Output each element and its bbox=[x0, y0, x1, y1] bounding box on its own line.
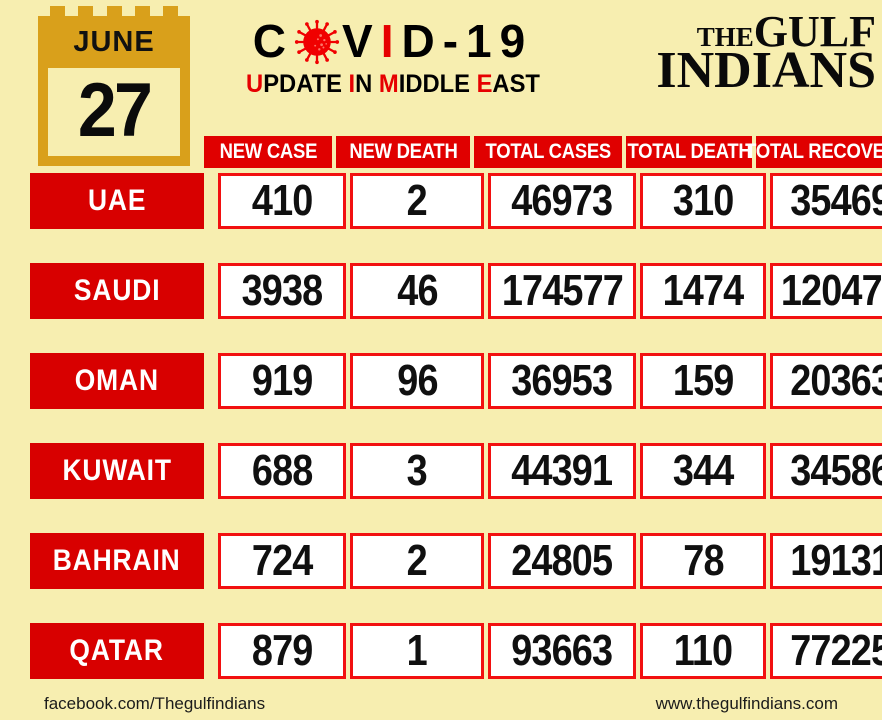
row-country-label: OMAN bbox=[30, 353, 204, 409]
country-name: KUWAIT bbox=[62, 454, 172, 487]
calendar-month: JUNE bbox=[73, 26, 155, 58]
cell-total-cases: 93663 bbox=[488, 623, 636, 679]
row-spacer bbox=[0, 499, 882, 533]
column-header-label: TOTAL RECOVERY bbox=[744, 140, 882, 163]
cell-total-recovery: 77225 bbox=[770, 623, 882, 679]
header: JUNE 27 C VID-19 UPDATE IN MIDDLE EAST TH… bbox=[0, 0, 882, 166]
cell-new-death: 96 bbox=[350, 353, 484, 409]
column-header-new-death: NEW DEATH bbox=[336, 136, 470, 168]
country-name: BAHRAIN bbox=[53, 544, 181, 577]
table-row: QATAR 879 1 93663 110 77225 bbox=[0, 623, 882, 679]
calendar-day-panel: 27 bbox=[48, 68, 180, 156]
cell-total-cases: 46973 bbox=[488, 173, 636, 229]
subtitle-n: N bbox=[355, 70, 373, 98]
logo-gulf: GULF bbox=[753, 7, 876, 56]
coronavirus-icon bbox=[294, 19, 340, 65]
calendar-icon: JUNE 27 bbox=[38, 6, 190, 166]
column-header-label: NEW CASE bbox=[219, 140, 317, 163]
cell-new-case: 879 bbox=[218, 623, 346, 679]
column-header-label: TOTAL CASES bbox=[485, 140, 611, 163]
covid-title: C VID-19 bbox=[228, 14, 558, 68]
cell-new-death: 3 bbox=[350, 443, 484, 499]
covid-letter-c: C bbox=[252, 15, 295, 67]
row-spacer bbox=[0, 229, 882, 263]
header-corner-spacer bbox=[0, 136, 204, 168]
cell-new-death: 2 bbox=[350, 533, 484, 589]
covid-letter-i: I bbox=[380, 15, 402, 67]
subtitle-ast: AST bbox=[492, 70, 540, 98]
calendar-body: JUNE 27 bbox=[38, 16, 190, 166]
row-country-label: BAHRAIN bbox=[30, 533, 204, 589]
cell-new-death: 46 bbox=[350, 263, 484, 319]
cell-total-cases: 44391 bbox=[488, 443, 636, 499]
country-name: OMAN bbox=[74, 364, 160, 397]
cell-new-death: 1 bbox=[350, 623, 484, 679]
row-spacer bbox=[0, 409, 882, 443]
cell-new-case: 919 bbox=[218, 353, 346, 409]
website-link[interactable]: www.thegulfindians.com bbox=[655, 694, 838, 713]
table-row: KUWAIT 688 3 44391 344 34586 bbox=[0, 443, 882, 499]
cell-total-death: 310 bbox=[640, 173, 766, 229]
facebook-link[interactable]: facebook.com/Thegulfindians bbox=[44, 694, 266, 713]
cell-total-cases: 24805 bbox=[488, 533, 636, 589]
cell-total-recovery: 34586 bbox=[770, 443, 882, 499]
gulf-indians-logo: THEGULF INDIANS bbox=[636, 10, 876, 100]
cell-new-case: 3938 bbox=[218, 263, 346, 319]
country-name: UAE bbox=[87, 184, 147, 217]
cell-new-case: 410 bbox=[218, 173, 346, 229]
cell-total-recovery: 20363 bbox=[770, 353, 882, 409]
row-spacer bbox=[0, 319, 882, 353]
subtitle-e: E bbox=[476, 70, 493, 98]
row-country-label: SAUDI bbox=[30, 263, 204, 319]
cell-total-recovery: 19131 bbox=[770, 533, 882, 589]
cell-total-death: 159 bbox=[640, 353, 766, 409]
logo-line-2: INDIANS bbox=[656, 42, 876, 100]
row-country-label: UAE bbox=[30, 173, 204, 229]
column-header-total-recovery: TOTAL RECOVERY bbox=[745, 136, 882, 168]
table-row: OMAN 919 96 36953 159 20363 bbox=[0, 353, 882, 409]
table-row: UAE 410 2 46973 310 35469 bbox=[0, 173, 882, 229]
column-header-total-cases: TOTAL CASES bbox=[474, 136, 622, 168]
covid-number: 19 bbox=[466, 15, 534, 67]
calendar-day: 27 bbox=[77, 68, 153, 153]
column-header-total-death: TOTAL DEATH bbox=[626, 136, 752, 168]
column-header-label: NEW DEATH bbox=[348, 140, 458, 163]
cell-total-recovery: 120471 bbox=[770, 263, 882, 319]
logo-the: THE bbox=[696, 22, 754, 52]
cell-total-recovery: 35469 bbox=[770, 173, 882, 229]
covid-dash: - bbox=[442, 15, 467, 67]
cell-new-case: 688 bbox=[218, 443, 346, 499]
country-name: QATAR bbox=[69, 634, 165, 667]
stats-table: NEW CASE NEW DEATH TOTAL CASES TOTAL DEA… bbox=[0, 136, 882, 679]
country-name: SAUDI bbox=[73, 274, 161, 307]
covid-letter-v: V bbox=[342, 15, 381, 67]
subtitle-u: U bbox=[246, 70, 264, 98]
subtitle: UPDATE IN MIDDLE EAST bbox=[236, 70, 550, 99]
column-header-label: TOTAL DEATH bbox=[626, 140, 752, 163]
subtitle-i: I bbox=[348, 70, 356, 98]
table-row: SAUDI 3938 46 174577 1474 120471 bbox=[0, 263, 882, 319]
row-country-label: QATAR bbox=[30, 623, 204, 679]
subtitle-pdate: PDATE bbox=[263, 70, 342, 98]
table-row: BAHRAIN 724 2 24805 78 19131 bbox=[0, 533, 882, 589]
cell-total-death: 78 bbox=[640, 533, 766, 589]
subtitle-iddle: IDDLE bbox=[398, 70, 470, 98]
table-header-row: NEW CASE NEW DEATH TOTAL CASES TOTAL DEA… bbox=[0, 136, 882, 168]
cell-total-death: 1474 bbox=[640, 263, 766, 319]
row-spacer bbox=[0, 589, 882, 623]
title-block: C VID-19 UPDATE IN MIDDLE EAST bbox=[228, 14, 558, 99]
cell-new-death: 2 bbox=[350, 173, 484, 229]
covid-letter-d: D bbox=[401, 15, 443, 67]
column-header-new-case: NEW CASE bbox=[204, 136, 332, 168]
cell-total-death: 344 bbox=[640, 443, 766, 499]
row-country-label: KUWAIT bbox=[30, 443, 204, 499]
cell-new-case: 724 bbox=[218, 533, 346, 589]
footer: facebook.com/Thegulfindians www.thegulfi… bbox=[0, 694, 882, 714]
cell-total-death: 110 bbox=[640, 623, 766, 679]
cell-total-cases: 174577 bbox=[488, 263, 636, 319]
subtitle-m: M bbox=[378, 70, 399, 98]
logo-line-1: THEGULF bbox=[636, 10, 876, 54]
cell-total-cases: 36953 bbox=[488, 353, 636, 409]
